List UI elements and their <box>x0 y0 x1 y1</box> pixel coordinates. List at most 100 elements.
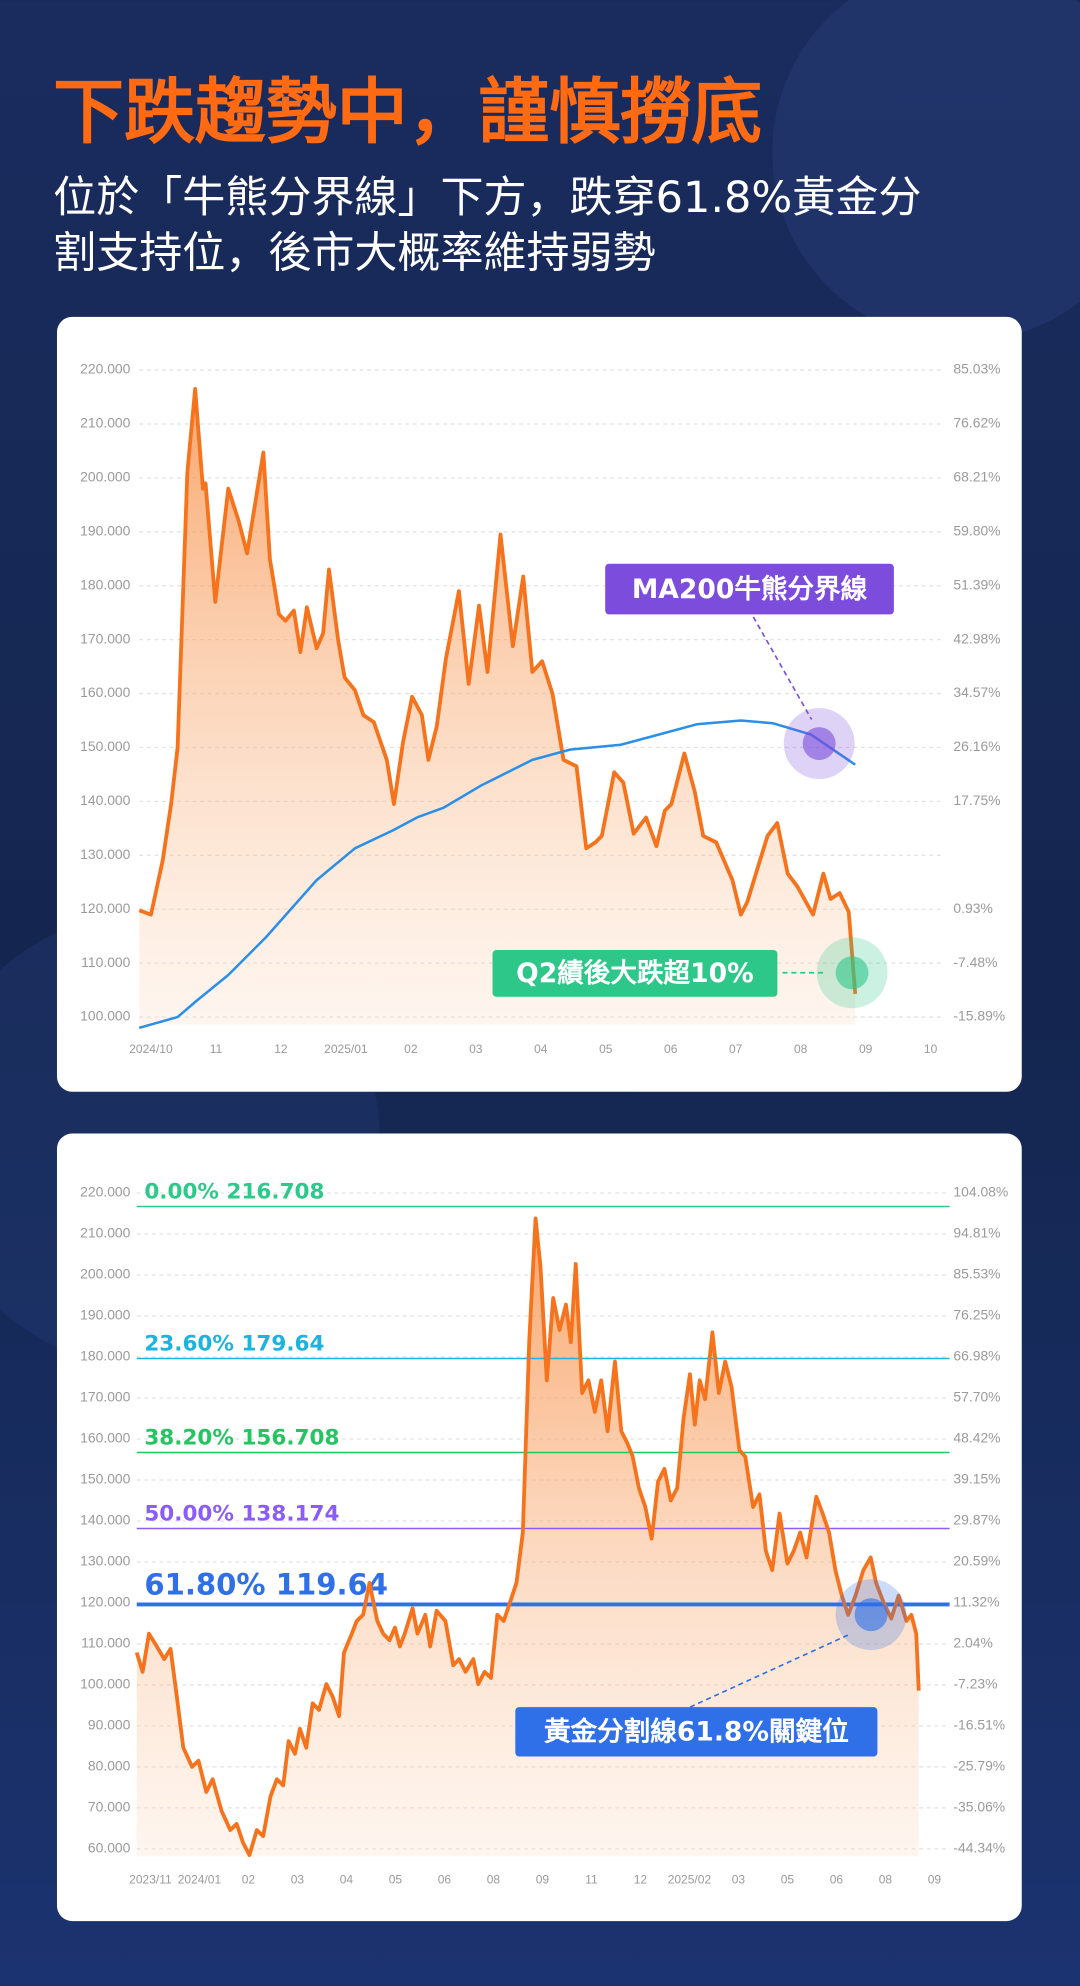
y-tick-label: 210.000 <box>80 1225 131 1241</box>
fib-level-label: 61.80% 119.64 <box>144 1568 388 1602</box>
fib-price: 216.708 <box>226 1180 324 1205</box>
area <box>139 388 856 1025</box>
x-tick-label: 11 <box>210 1042 223 1056</box>
x-tick-label: 12 <box>634 1873 648 1887</box>
x-tick-label: 08 <box>794 1042 808 1056</box>
y2-tick-label: 20.59% <box>953 1553 1000 1569</box>
background-glow <box>772 0 1080 343</box>
y2-tick-label: 2.04% <box>953 1635 992 1651</box>
fib-gap <box>234 1332 242 1357</box>
y2-tick-label: 85.03% <box>953 361 1000 377</box>
y-tick-label: 180.000 <box>80 576 131 592</box>
annotation-leader <box>689 1634 849 1708</box>
line <box>138 719 856 1030</box>
y2-tick-label: -7.48% <box>953 954 997 970</box>
fib-level-label: 50.00% 138.174 <box>144 1502 339 1527</box>
x-tick-label: 09 <box>536 1873 550 1887</box>
x-tick-label: 2023/11 <box>129 1873 172 1887</box>
y-tick-label: 160.000 <box>80 1430 131 1446</box>
y2-tick-label: 42.98% <box>953 630 1000 646</box>
y2-tick-label: 11.32% <box>953 1594 999 1610</box>
subtitle: 割支持位，後市大概率維持弱勢 <box>53 229 655 279</box>
y2-tick-label: 34.57% <box>953 684 1000 700</box>
annotation-box <box>605 563 894 615</box>
x-tick-label: 2025/01 <box>324 1042 368 1056</box>
y2-tick-label: 76.62% <box>953 415 1000 431</box>
fib-ratio: 0.00% <box>144 1180 219 1205</box>
subtitle: 位於「牛熊分界線」下方，跌穿61.8%黃金分 <box>53 173 921 223</box>
y2-tick-label: -44.34% <box>953 1840 1005 1856</box>
annotation-leader <box>752 616 813 720</box>
y2-tick-label: 51.39% <box>953 576 1000 592</box>
y2-tick-label: 94.81% <box>953 1225 1000 1241</box>
y-tick-label: 90.000 <box>88 1717 131 1733</box>
y2-tick-label: -16.51% <box>953 1717 1005 1733</box>
fib-ratio: 61.80% <box>144 1568 265 1602</box>
y-tick-label: 80.000 <box>88 1758 131 1774</box>
y-tick-label: 120.000 <box>80 900 131 916</box>
fib-price: 156.708 <box>241 1426 339 1451</box>
y-tick-label: 190.000 <box>80 522 131 538</box>
y-tick-label: 130.000 <box>80 846 131 862</box>
x-tick-label: 09 <box>859 1042 873 1056</box>
y-tick-label: 200.000 <box>80 1266 131 1282</box>
y-tick-label: 70.000 <box>88 1799 131 1815</box>
y-tick-label: 210.000 <box>80 415 131 431</box>
y2-tick-label: 85.53% <box>953 1266 1000 1282</box>
y2-tick-label: -7.23% <box>953 1676 997 1692</box>
y-tick-label: 130.000 <box>80 1553 131 1569</box>
x-tick-label: 05 <box>781 1873 795 1887</box>
x-tick-label: 02 <box>242 1873 256 1887</box>
x-tick-label: 08 <box>879 1873 893 1887</box>
y-tick-label: 110.000 <box>81 954 131 970</box>
y-tick-label: 100.000 <box>80 1008 131 1024</box>
x-tick-label: 08 <box>487 1873 501 1887</box>
x-tick-label: 06 <box>438 1873 452 1887</box>
x-tick-label: 2025/02 <box>668 1873 712 1887</box>
fib-gap <box>234 1426 242 1451</box>
x-tick-label: 05 <box>389 1873 403 1887</box>
y2-tick-label: 59.80% <box>953 522 1000 538</box>
y2-tick-label: -25.79% <box>953 1758 1005 1774</box>
y2-tick-label: 104.08% <box>953 1184 1008 1200</box>
y-tick-label: 110.000 <box>81 1635 131 1651</box>
x-tick-label: 12 <box>274 1042 288 1056</box>
x-tick-label: 02 <box>404 1042 418 1056</box>
fib-level-label: 0.00% 216.708 <box>144 1180 324 1205</box>
title: 下跌趨勢中，謹慎撈底 <box>53 70 762 153</box>
fib-price: 138.174 <box>241 1502 339 1527</box>
x-tick-label: 06 <box>664 1042 678 1056</box>
y-tick-label: 170.000 <box>80 1389 131 1405</box>
y2-tick-label: 0.93% <box>953 900 992 916</box>
fib-gap <box>219 1180 227 1205</box>
y-tick-label: 160.000 <box>80 684 131 700</box>
x-tick-label: 04 <box>340 1873 354 1887</box>
fib-level-label: 23.60% 179.64 <box>144 1332 324 1357</box>
y2-tick-label: 26.16% <box>953 738 1000 754</box>
x-tick-label: 10 <box>924 1042 938 1056</box>
fib-ratio: 23.60% <box>144 1332 234 1357</box>
y-tick-label: 200.000 <box>80 469 131 485</box>
x-tick-label: 04 <box>534 1042 548 1056</box>
y-tick-label: 140.000 <box>80 1512 131 1528</box>
y-tick-label: 100.000 <box>80 1676 131 1692</box>
annotation-box <box>492 949 778 997</box>
x-tick-label: 07 <box>729 1042 743 1056</box>
x-tick-label: 03 <box>291 1873 305 1887</box>
y-tick-label: 170.000 <box>80 630 131 646</box>
annotation-text: MA200牛熊分界線 <box>632 574 868 605</box>
x-tick-label: 05 <box>599 1042 613 1056</box>
y-tick-label: 150.000 <box>80 1471 131 1487</box>
highlight-dot <box>854 1598 888 1632</box>
y2-tick-label: 57.70% <box>953 1389 1000 1405</box>
x-tick-label: 06 <box>830 1873 844 1887</box>
x-tick-label: 11 <box>585 1873 598 1887</box>
line <box>138 387 858 995</box>
y2-tick-label: -35.06% <box>953 1799 1005 1815</box>
y2-tick-label: -15.89% <box>953 1008 1005 1024</box>
x-tick-label: 2024/01 <box>178 1873 222 1887</box>
x-tick-label: 2024/10 <box>129 1042 173 1056</box>
annotation-text: 黃金分割線61.8%關鍵位 <box>544 1717 849 1748</box>
y-tick-label: 60.000 <box>88 1840 131 1856</box>
